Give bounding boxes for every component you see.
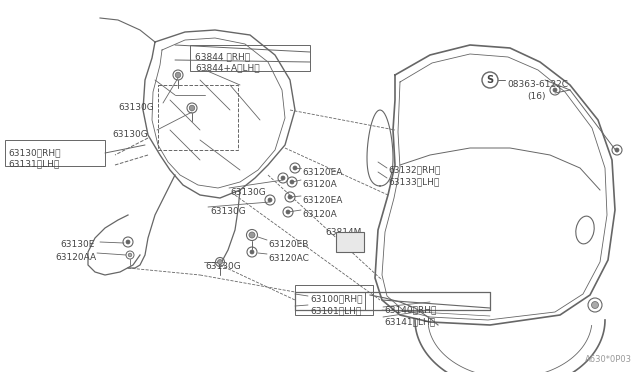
- Text: (16): (16): [527, 92, 545, 101]
- Text: 63844+A〈LH〉: 63844+A〈LH〉: [195, 63, 260, 72]
- Text: 63130〈RH〉: 63130〈RH〉: [8, 148, 61, 157]
- Text: 63130G: 63130G: [118, 103, 154, 112]
- Text: 63100〈RH〉: 63100〈RH〉: [310, 294, 362, 303]
- Circle shape: [249, 232, 255, 238]
- Circle shape: [591, 301, 598, 308]
- Circle shape: [293, 166, 297, 170]
- Text: 63120A: 63120A: [302, 180, 337, 189]
- Text: 63120EA: 63120EA: [302, 168, 342, 177]
- Circle shape: [218, 260, 223, 264]
- Text: 63133〈LH〉: 63133〈LH〉: [388, 177, 439, 186]
- Text: 63130G: 63130G: [230, 188, 266, 197]
- Circle shape: [250, 250, 254, 254]
- Circle shape: [553, 88, 557, 92]
- Text: 63130G: 63130G: [210, 207, 246, 216]
- Circle shape: [126, 240, 130, 244]
- Text: 63140〈RH〉: 63140〈RH〉: [384, 305, 436, 314]
- Circle shape: [288, 195, 292, 199]
- Text: 63844 〈RH〉: 63844 〈RH〉: [195, 52, 250, 61]
- Text: 63120AC: 63120AC: [268, 254, 309, 263]
- Text: 63132〈RH〉: 63132〈RH〉: [388, 165, 440, 174]
- Circle shape: [615, 148, 619, 152]
- Text: 63101〈LH〉: 63101〈LH〉: [310, 306, 361, 315]
- Circle shape: [268, 198, 272, 202]
- Text: 63120EB: 63120EB: [268, 240, 308, 249]
- FancyBboxPatch shape: [336, 232, 364, 252]
- Circle shape: [286, 210, 290, 214]
- Circle shape: [281, 176, 285, 180]
- Text: 63120AA: 63120AA: [55, 253, 96, 262]
- Text: 63130E: 63130E: [60, 240, 94, 249]
- Text: 63130G: 63130G: [205, 262, 241, 271]
- Circle shape: [128, 253, 132, 257]
- Circle shape: [189, 105, 195, 111]
- Text: 63130G: 63130G: [112, 130, 148, 139]
- Text: S: S: [486, 75, 493, 85]
- Circle shape: [290, 180, 294, 184]
- Text: 63814M: 63814M: [325, 228, 362, 237]
- Text: A630*0P03: A630*0P03: [585, 355, 632, 364]
- Text: 63141〈LH〉: 63141〈LH〉: [384, 317, 435, 326]
- Text: 08363-6122C: 08363-6122C: [507, 80, 568, 89]
- Circle shape: [175, 72, 180, 78]
- Text: 63120A: 63120A: [302, 210, 337, 219]
- Text: 63131〈LH〉: 63131〈LH〉: [8, 159, 60, 168]
- Text: 63120EA: 63120EA: [302, 196, 342, 205]
